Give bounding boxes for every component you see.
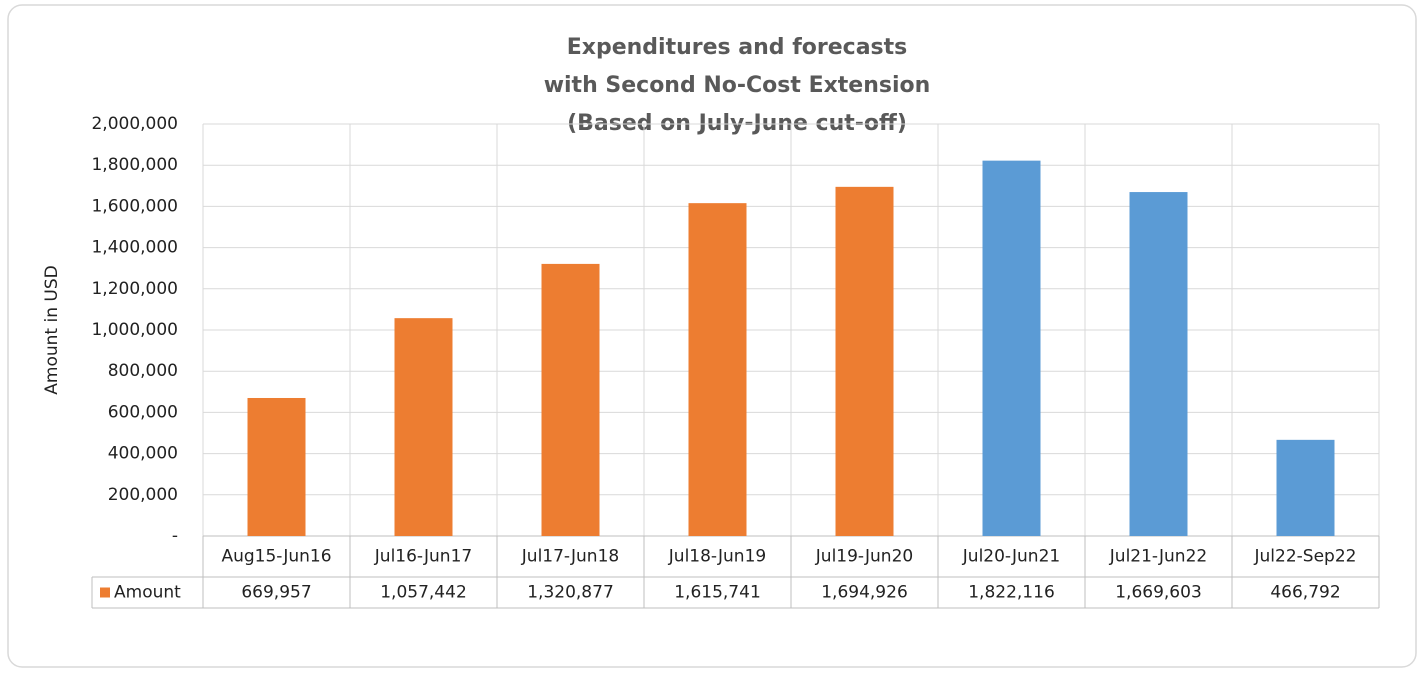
y-tick-label: 600,000 <box>108 402 178 422</box>
table-value: 1,615,741 <box>674 583 761 603</box>
y-tick-label: 1,200,000 <box>91 279 178 299</box>
bar <box>1129 192 1188 537</box>
x-tick-label: Jul22-Sep22 <box>1254 547 1357 567</box>
y-tick-label: 800,000 <box>108 361 178 381</box>
chart-title: with Second No-Cost Extension <box>544 73 931 98</box>
bar <box>1276 439 1335 536</box>
x-tick-label: Jul19-Jun20 <box>815 547 913 567</box>
bar <box>394 318 453 536</box>
table-value: 466,792 <box>1270 583 1340 603</box>
table-value: 1,822,116 <box>968 583 1055 603</box>
table-value: 1,320,877 <box>527 583 614 603</box>
y-tick-label: 200,000 <box>108 485 178 505</box>
y-axis-label: Amount in USD <box>42 265 62 394</box>
table-value: 1,694,926 <box>821 583 908 603</box>
bar <box>835 186 894 536</box>
chart-title: Expenditures and forecasts <box>567 35 908 60</box>
y-tick-label: 1,400,000 <box>91 238 178 258</box>
bar <box>541 263 600 536</box>
bar <box>688 203 747 536</box>
table-value: 1,057,442 <box>380 583 467 603</box>
y-tick-label: 2,000,000 <box>91 114 178 134</box>
bar <box>247 397 306 536</box>
legend-label: Amount <box>114 583 181 603</box>
y-tick-label: - <box>172 526 178 546</box>
x-tick-label: Jul16-Jun17 <box>374 547 472 567</box>
y-tick-label: 400,000 <box>108 444 178 464</box>
bar <box>982 160 1041 536</box>
table-value: 1,669,603 <box>1115 583 1202 603</box>
x-tick-label: Jul18-Jun19 <box>668 547 766 567</box>
x-tick-label: Aug15-Jun16 <box>221 547 331 567</box>
table-value: 669,957 <box>241 583 311 603</box>
y-tick-label: 1,800,000 <box>91 155 178 175</box>
x-tick-label: Jul20-Jun21 <box>962 547 1060 567</box>
legend-key <box>100 587 110 598</box>
x-tick-label: Jul17-Jun18 <box>521 547 619 567</box>
x-tick-label: Jul21-Jun22 <box>1109 547 1207 567</box>
y-tick-label: 1,000,000 <box>91 320 178 340</box>
y-tick-label: 1,600,000 <box>91 196 178 216</box>
